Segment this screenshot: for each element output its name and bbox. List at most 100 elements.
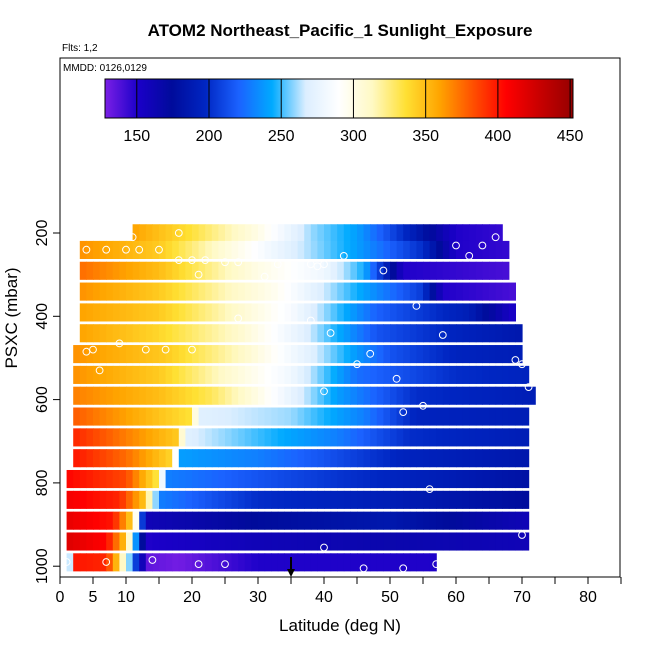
heatmap-cell <box>251 469 259 489</box>
heatmap-cell <box>119 449 127 468</box>
heatmap-cell <box>357 261 365 280</box>
heatmap-cell <box>225 532 233 551</box>
heatmap-cell <box>211 261 219 280</box>
heatmap-cell <box>185 345 193 364</box>
heatmap-cell <box>409 386 417 405</box>
heatmap-cell <box>502 303 510 322</box>
heatmap-cell <box>159 261 167 280</box>
heatmap-cell <box>449 365 457 384</box>
heatmap-cell <box>271 224 279 243</box>
heatmap-cell <box>442 261 450 280</box>
heatmap-cell <box>277 386 285 405</box>
heatmap-cell <box>376 303 384 322</box>
heatmap-cell <box>436 407 444 426</box>
heatmap-cell <box>436 449 444 468</box>
heatmap-cell <box>205 553 213 572</box>
heatmap-cell <box>145 365 153 384</box>
heatmap-cell <box>112 490 120 509</box>
heatmap-cell <box>489 511 497 530</box>
heatmap-cell <box>350 553 358 572</box>
heatmap-cell <box>396 511 404 530</box>
heatmap-cell <box>198 224 206 243</box>
heatmap-cell <box>291 324 299 343</box>
heatmap-cell <box>231 261 239 280</box>
heatmap-cell <box>416 345 424 364</box>
heatmap-cell <box>152 553 160 572</box>
heatmap-cell <box>112 324 120 343</box>
heatmap-cell <box>258 303 266 322</box>
heatmap-cell <box>264 511 272 530</box>
heatmap-cell <box>119 386 127 405</box>
heatmap-cell <box>192 240 200 259</box>
heatmap-cell <box>238 345 246 364</box>
heatmap-cell <box>277 553 285 572</box>
heatmap-cell <box>172 324 180 343</box>
y-tick-label: 800 <box>34 469 51 496</box>
heatmap-cell <box>264 553 272 572</box>
heatmap-cell <box>258 386 266 405</box>
heatmap-cell <box>112 532 120 551</box>
heatmap-cell <box>165 407 173 426</box>
heatmap-cell <box>264 428 272 447</box>
heatmap-cell <box>238 511 246 530</box>
heatmap-cell <box>330 511 338 530</box>
heatmap-cell <box>357 428 365 447</box>
heatmap-cell <box>495 511 503 530</box>
x-tick-label: 40 <box>315 589 333 606</box>
heatmap-cell <box>502 240 510 259</box>
heatmap-cell <box>383 511 391 530</box>
heatmap-cell <box>442 490 450 509</box>
heatmap-cell <box>198 345 206 364</box>
heatmap-cell <box>145 469 153 489</box>
heatmap-cell <box>86 449 94 468</box>
heatmap-cell <box>192 428 200 447</box>
heatmap-cell <box>456 490 464 509</box>
heatmap-cell <box>99 282 107 301</box>
heatmap-cell <box>429 345 437 364</box>
heatmap-cell <box>112 303 120 322</box>
heatmap-cell <box>284 428 292 447</box>
heatmap-cell <box>126 345 134 364</box>
heatmap-cell <box>317 449 325 468</box>
heatmap-cell <box>456 240 464 259</box>
heatmap-cell <box>251 261 259 280</box>
heatmap-cell <box>423 224 431 243</box>
heatmap-cell <box>145 324 153 343</box>
heatmap-cell <box>251 532 259 551</box>
heatmap-cell <box>495 386 503 405</box>
heatmap-cell <box>271 428 279 447</box>
heatmap-cell <box>495 240 503 259</box>
heatmap-cell <box>337 224 345 243</box>
heatmap-cell <box>310 490 318 509</box>
heatmap-cell <box>93 282 101 301</box>
heatmap-cell <box>317 428 325 447</box>
heatmap-cell <box>416 261 424 280</box>
heatmap-cell <box>93 469 101 489</box>
heatmap-cell <box>218 449 226 468</box>
heatmap-cell <box>284 449 292 468</box>
heatmap-cell <box>489 303 497 322</box>
data-point <box>141 345 150 354</box>
heatmap-cell <box>205 386 213 405</box>
data-point <box>366 349 375 358</box>
heatmap-cell <box>370 365 378 384</box>
heatmap-cell <box>396 282 404 301</box>
heatmap-cell <box>429 449 437 468</box>
heatmap-cell <box>185 303 193 322</box>
heatmap-cell <box>502 511 510 530</box>
heatmap-cell <box>112 553 120 572</box>
heatmap-cell <box>126 553 134 572</box>
heatmap-cell <box>337 469 345 489</box>
heatmap-cell <box>112 261 120 280</box>
heatmap-cell <box>317 345 325 364</box>
heatmap-cell <box>489 532 497 551</box>
heatmap-cell <box>264 449 272 468</box>
heatmap-cell <box>192 324 200 343</box>
heatmap-cell <box>139 532 147 551</box>
heatmap-cell <box>291 261 299 280</box>
heatmap-cell <box>251 365 259 384</box>
heatmap-cell <box>423 345 431 364</box>
heatmap-cell <box>172 240 180 259</box>
heatmap-cell <box>79 428 87 447</box>
